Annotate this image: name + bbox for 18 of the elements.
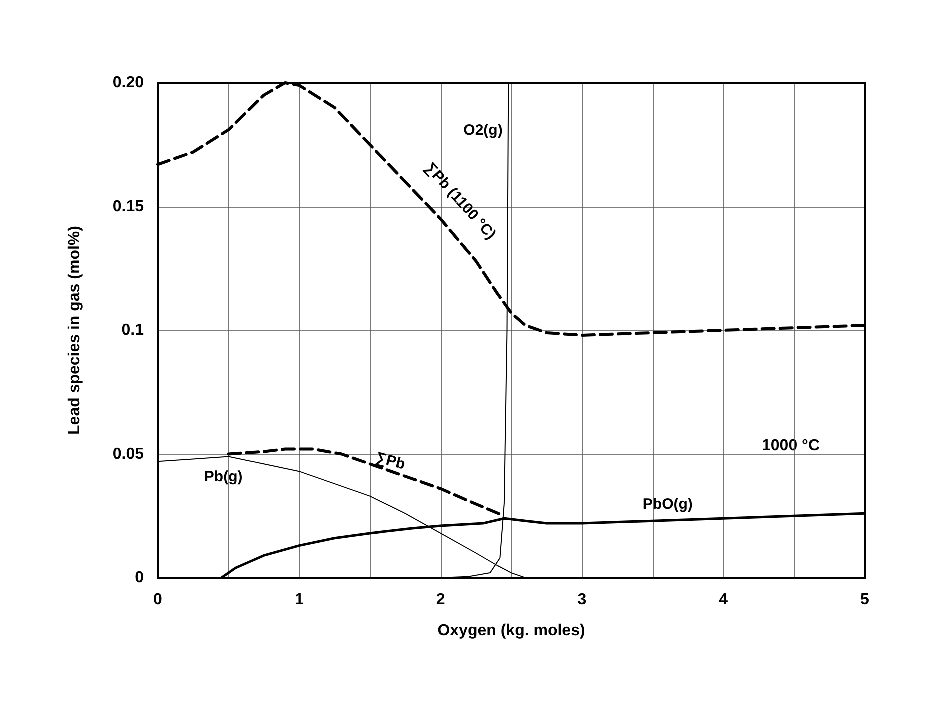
x-tick-label: 3 (578, 592, 587, 608)
text: ∑Pb (374, 449, 408, 474)
y-tick-label: 0.20 (112, 74, 144, 92)
series-label: O2(g) (464, 122, 503, 139)
y-tick-label: 0.1 (122, 322, 144, 339)
y-tick-label: 0.05 (112, 446, 144, 463)
x-tick-label: 4 (719, 592, 728, 608)
x-axis-title: Oxygen (kg. moles) (438, 622, 586, 640)
y-tick-label: 0 (135, 570, 144, 586)
x-tick-label: 1 (294, 592, 304, 608)
annotation: 1000 °C (762, 438, 820, 454)
x-tick-label: 2 (436, 592, 446, 608)
series-label: Pb(g) (204, 468, 243, 486)
y-axis-title: Lead species in gas (mol%) (66, 226, 84, 435)
x-tick-label: 0 (154, 592, 163, 608)
x-tick-label: 5 (860, 592, 870, 608)
y-tick-label: 0.15 (112, 198, 144, 216)
series-label: PbO(g) (642, 496, 693, 514)
